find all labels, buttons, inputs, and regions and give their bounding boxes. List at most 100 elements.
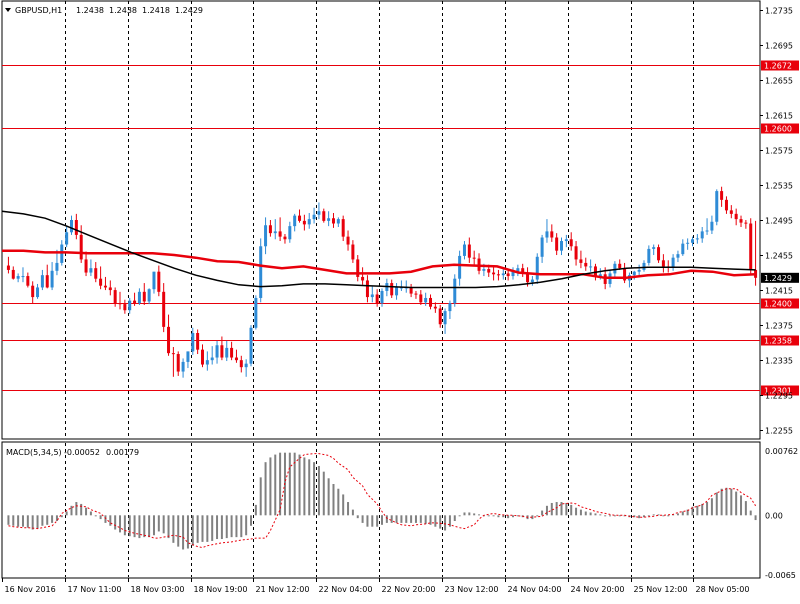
- macd-histogram-bar: [681, 511, 684, 516]
- macd-histogram-bar: [385, 515, 388, 523]
- candle-body: [487, 269, 491, 273]
- macd-histogram-bar: [80, 503, 83, 516]
- macd-histogram-bar: [60, 515, 63, 518]
- candle-body: [433, 306, 437, 309]
- macd-histogram-bar: [701, 503, 704, 516]
- macd-histogram-bar: [172, 515, 175, 543]
- macd-histogram-bar: [240, 515, 243, 538]
- macd-histogram-bar: [322, 471, 325, 516]
- time-label: 25 Nov 12:00: [634, 585, 688, 594]
- macd-histogram-bar: [434, 515, 437, 527]
- macd-histogram-bar: [652, 514, 655, 516]
- candle-body: [555, 237, 559, 251]
- macd-histogram-bar: [575, 507, 578, 516]
- candle-body: [710, 221, 714, 231]
- candle-body: [249, 327, 253, 364]
- current-price-tag: [761, 272, 799, 283]
- candle-body: [312, 214, 316, 220]
- macd-histogram-bar: [706, 502, 709, 516]
- candle-body: [307, 219, 311, 225]
- candle-body: [331, 218, 335, 224]
- candle-body: [200, 349, 204, 365]
- candle-body: [283, 236, 287, 240]
- macd-histogram-bar: [36, 515, 39, 529]
- macd-histogram-bar: [453, 515, 456, 522]
- macd-histogram-bar: [332, 483, 335, 516]
- candle-body: [579, 259, 583, 263]
- time-label: 21 Nov 12:00: [256, 585, 310, 594]
- macd-histogram-bar: [89, 511, 92, 516]
- candle-body: [210, 357, 214, 361]
- candle-body: [361, 276, 365, 281]
- candle-body: [147, 289, 151, 302]
- candle-body: [681, 243, 685, 255]
- macd-histogram-bar: [361, 515, 364, 523]
- macd-histogram-bar: [337, 488, 340, 516]
- macd-histogram-bar: [274, 454, 277, 516]
- candle-body: [661, 260, 665, 267]
- candle-body: [744, 222, 748, 224]
- time-label: 17 Nov 11:00: [68, 585, 122, 594]
- macd-histogram-bar: [104, 515, 107, 523]
- candle-body: [560, 241, 564, 251]
- macd-histogram-bar: [31, 515, 34, 530]
- macd-histogram-bar: [191, 515, 194, 546]
- price-tick-label: 1.2335: [765, 357, 793, 366]
- macd-histogram-bar: [584, 511, 587, 516]
- macd-histogram-bar: [143, 515, 146, 538]
- macd-histogram-bar: [555, 502, 558, 516]
- candle-body: [370, 294, 374, 298]
- collapse-triangle-icon[interactable]: [5, 8, 11, 12]
- macd-histogram-bar: [279, 452, 282, 516]
- macd-histogram-bar: [696, 505, 699, 516]
- price-tick-label: 1.2295: [765, 392, 793, 401]
- candle-body: [103, 285, 107, 288]
- macd-histogram-bar: [589, 512, 592, 516]
- macd-histogram-bar: [419, 515, 422, 523]
- macd-histogram-bar: [686, 509, 689, 516]
- candle-body: [700, 231, 704, 239]
- macd-histogram-bar: [749, 510, 752, 516]
- candle-body: [540, 237, 544, 257]
- macd-histogram-bar: [448, 515, 451, 527]
- candle-body: [593, 266, 597, 277]
- macd-histogram-bar: [691, 506, 694, 516]
- macd-histogram-bar: [458, 515, 461, 517]
- candle-body: [108, 287, 112, 291]
- candle-body: [356, 259, 360, 277]
- candle-body: [613, 263, 617, 274]
- candle-body: [409, 287, 413, 294]
- macd-histogram-bar: [400, 515, 403, 523]
- candle-body: [11, 269, 15, 279]
- current-price-label: 1.2429: [764, 274, 792, 283]
- candle-body: [89, 268, 93, 273]
- macd-histogram-bar: [12, 515, 15, 526]
- macd-histogram-bar: [366, 515, 369, 527]
- macd-histogram-bar: [317, 465, 320, 516]
- candle-body: [254, 297, 258, 328]
- macd-histogram-bar: [371, 515, 374, 527]
- candle-body: [715, 191, 719, 222]
- macd-histogram-bar: [196, 515, 199, 543]
- candle-body: [652, 247, 656, 249]
- macd-histogram-bar: [599, 514, 602, 516]
- candle-body: [6, 265, 10, 270]
- macd-histogram-bar: [351, 509, 354, 516]
- macd-histogram-bar: [269, 457, 272, 516]
- macd-histogram-bar: [560, 502, 563, 516]
- macd-histogram-bar: [623, 515, 626, 517]
- macd-histogram-bar: [613, 515, 616, 517]
- candle-body: [99, 278, 103, 286]
- macd-histogram-bar: [133, 515, 136, 538]
- candle-body: [60, 244, 64, 263]
- candle-body: [720, 191, 724, 200]
- candle-body: [516, 268, 520, 272]
- macd-main-value: -0.00052: [64, 448, 100, 457]
- candle-body: [598, 274, 602, 277]
- macd-histogram-bar: [220, 515, 223, 540]
- time-label: 18 Nov 03:00: [131, 585, 185, 594]
- macd-histogram-bar: [114, 515, 117, 530]
- macd-histogram-bar: [744, 501, 747, 516]
